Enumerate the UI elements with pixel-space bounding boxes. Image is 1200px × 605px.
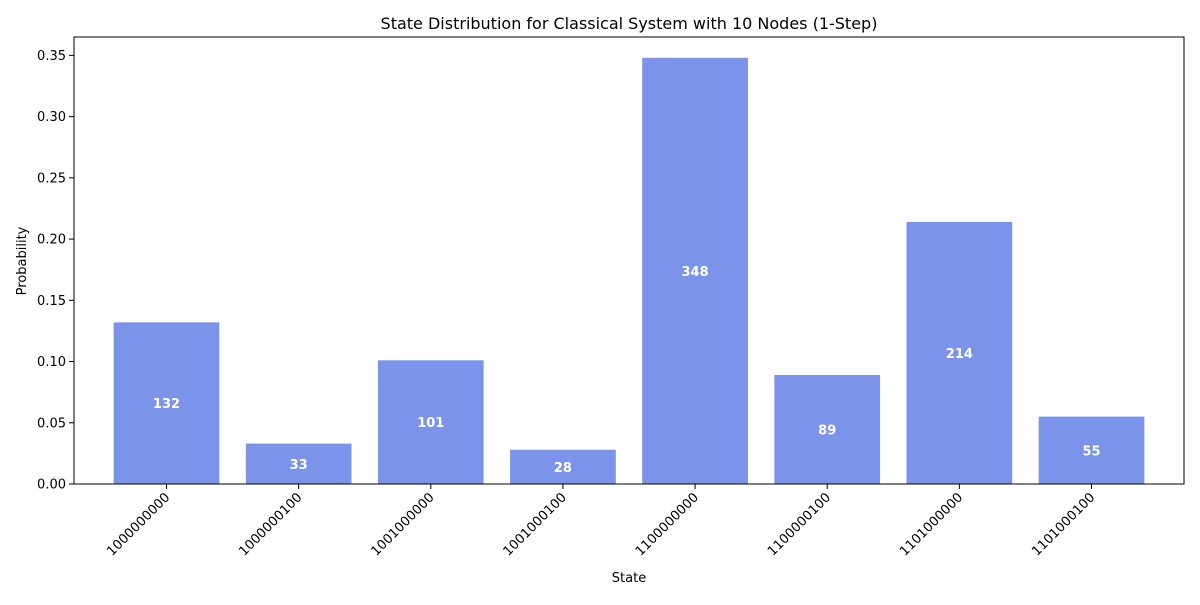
bar	[377, 360, 484, 484]
x-tick-label: 1001000000	[369, 490, 438, 559]
x-tick-label: 1101000100	[1029, 490, 1098, 559]
bar-value-label: 214	[946, 347, 973, 362]
bar-value-label: 132	[153, 397, 180, 412]
x-tick-label: 1001000100	[501, 490, 570, 559]
bar	[113, 322, 220, 484]
bar-value-label: 89	[818, 424, 836, 439]
bar	[906, 221, 1013, 485]
bar-value-label: 33	[290, 458, 308, 473]
y-tick-label: 0.35	[37, 49, 66, 64]
bar	[1038, 416, 1145, 484]
y-tick-label: 0.25	[37, 171, 66, 186]
y-tick-label: 0.30	[37, 110, 66, 125]
y-tick-label: 0.10	[37, 355, 66, 370]
bar	[774, 375, 881, 484]
x-tick-label: 1100000100	[765, 490, 834, 559]
chart-title: State Distribution for Classical System …	[381, 14, 878, 33]
x-tick-label: 1101000000	[897, 490, 966, 559]
y-tick-label: 0.00	[37, 478, 66, 493]
y-tick-label: 0.15	[37, 294, 66, 309]
bar-value-label: 348	[681, 265, 708, 280]
plot-frame	[73, 36, 1185, 485]
x-axis-label: State	[612, 571, 646, 586]
bar	[642, 57, 748, 484]
plot-area: 132 33 101 28 348 89 214 55 0.00 0.05 0.10 0.15 0.20…	[37, 36, 1185, 559]
bar-value-label: 28	[554, 461, 572, 476]
bar-value-label: 101	[417, 416, 444, 431]
bar	[510, 449, 616, 484]
x-tick-label: 1000000100	[236, 490, 305, 559]
bar-value-label: 55	[1082, 444, 1100, 459]
y-tick-label: 0.05	[37, 416, 66, 431]
bar	[245, 443, 352, 484]
y-axis-label: Probability	[15, 226, 30, 295]
x-tick-label: 1100000000	[633, 490, 702, 559]
x-tick-label: 1000000000	[104, 490, 173, 559]
y-tick-label: 0.20	[37, 233, 66, 248]
